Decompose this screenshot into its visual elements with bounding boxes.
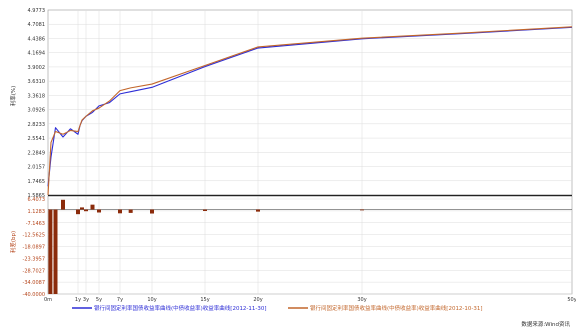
- spread-bar: [97, 209, 101, 213]
- legend-label-2012-10-31: 银行间固定利率国债收益率曲线(中债收益率)收益率曲线[2012-10-31]: [310, 304, 483, 312]
- lower-y-tick: 6.4073: [28, 197, 46, 203]
- series-line-2012-10-31: [47, 26, 573, 196]
- lower-y-tick: 1.1283: [28, 209, 46, 215]
- lower-y-tick: -18.0897: [23, 245, 45, 251]
- upper-y-tick: 4.7081: [28, 22, 46, 28]
- spread-bar: [360, 209, 364, 211]
- lower-y-tick: -7.1463: [26, 221, 45, 227]
- lower-y-tick: -23.3957: [23, 256, 45, 262]
- x-tick: 15y: [200, 297, 209, 303]
- spread-bar: [90, 204, 95, 210]
- spread-bar: [48, 209, 53, 294]
- x-tick: 10y: [147, 297, 156, 303]
- upper-y-tick: 4.4386: [28, 36, 46, 42]
- lower-y-tick: -28.7027: [23, 268, 45, 274]
- spread-bars: [48, 199, 364, 294]
- legend-label-2012-11-30: 银行间固定利率国债收益率曲线(中债收益率)收益率曲线[2012-11-30]: [94, 304, 267, 312]
- upper-y-axis-label: 利率(%): [9, 86, 17, 107]
- upper-y-tick: 4.1694: [28, 51, 46, 57]
- x-tick: 20y: [253, 297, 262, 303]
- upper-y-tick: 2.5541: [28, 136, 46, 142]
- spread-bar: [53, 209, 58, 294]
- spread-bar: [80, 207, 84, 210]
- lower-y-tick: -40.0000: [23, 292, 45, 298]
- spread-bar: [256, 209, 260, 212]
- upper-y-tick: 2.2849: [28, 150, 46, 156]
- spread-bar: [84, 209, 88, 212]
- legend: 银行间固定利率国债收益率曲线(中债收益率)收益率曲线[2012-11-30] 银…: [72, 304, 483, 312]
- upper-y-tick: 4.9773: [28, 8, 46, 14]
- upper-y-tick: 1.5865: [28, 193, 46, 199]
- upper-y-tick: 3.0926: [28, 108, 46, 114]
- x-tick: 7y: [117, 297, 123, 303]
- yield-series: [47, 26, 573, 196]
- x-tick: 3y: [83, 297, 89, 303]
- upper-y-tick: 3.9002: [28, 65, 46, 71]
- x-tick: 5y: [96, 297, 102, 303]
- x-tick: 1y: [75, 297, 81, 303]
- spread-bar: [203, 209, 207, 211]
- upper-plot-frame: [47, 9, 573, 196]
- grid-lines: [48, 10, 572, 295]
- lower-y-tick: -12.5625: [23, 233, 45, 239]
- upper-y-tick: 3.3618: [28, 93, 46, 99]
- lower-y-tick: -34.0087: [23, 280, 45, 286]
- spread-bar: [61, 199, 65, 210]
- x-tick-labels: 0m 1y 3y 5y 7y 10y 15y 20y 30y 50y: [44, 297, 576, 303]
- spread-bar: [128, 209, 133, 213]
- x-tick: 50y: [567, 297, 576, 303]
- lower-plot-frame: [47, 195, 573, 295]
- upper-y-tick: 2.0157: [28, 165, 46, 171]
- upper-y-tick: 1.7465: [28, 179, 46, 185]
- x-tick: 30y: [357, 297, 366, 303]
- x-tick: 0m: [44, 297, 52, 303]
- upper-y-tick: 3.6310: [28, 79, 46, 85]
- y-tick-labels: 4.9773 4.7081 4.4386 4.1694 3.9002 3.6310 3.36…: [23, 8, 45, 298]
- spread-bar: [118, 209, 122, 214]
- spread-bar: [76, 209, 80, 215]
- data-source-note: 数据来源:Wind资讯: [521, 320, 570, 328]
- lower-y-axis-label: 利差(bp): [9, 231, 17, 253]
- upper-y-tick: 2.8233: [28, 122, 46, 128]
- spread-bar: [150, 209, 154, 214]
